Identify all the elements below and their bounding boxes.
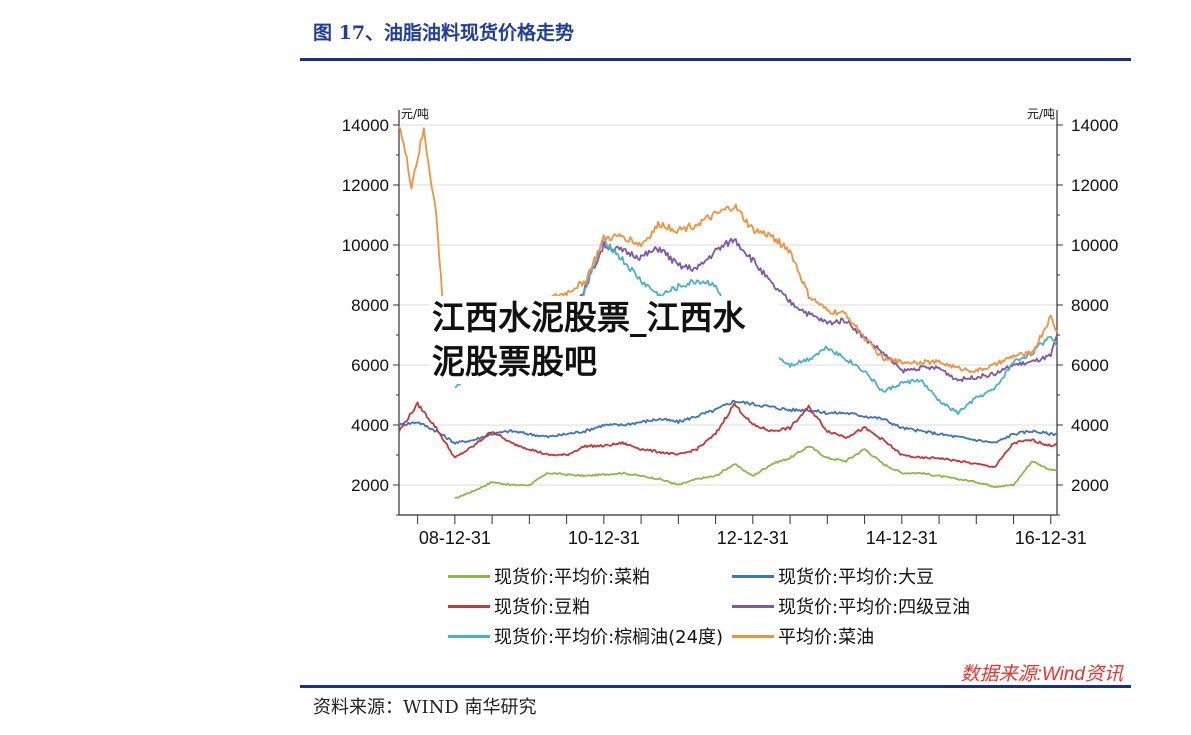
y-tick-label-right: 6000: [1071, 356, 1109, 375]
series-line-2: [398, 401, 1058, 469]
y-tick-label-right: 2000: [1071, 476, 1109, 495]
series-line-1: [398, 399, 1058, 445]
series-line-0: [454, 445, 1058, 499]
overlay-title: 江西水泥股票_江西水泥股票股吧: [430, 296, 779, 384]
y-tick-label-left: 14000: [342, 116, 389, 135]
y-tick-label-right: 12000: [1071, 176, 1118, 195]
y-unit-right: 元/吨: [1027, 107, 1055, 121]
legend-item: 现货价:豆粕: [448, 593, 590, 619]
legend-item: 现货价:平均价:四级豆油: [732, 593, 970, 619]
y-tick-label-left: 12000: [342, 176, 389, 195]
y-tick-label-left: 10000: [342, 236, 389, 255]
legend-label: 平均价:菜油: [778, 627, 875, 648]
legend-swatch: [732, 634, 774, 638]
x-tick-label: 08-12-31: [419, 528, 491, 548]
legend-item: 现货价:平均价:棕榈油(24度): [448, 623, 723, 649]
legend-label: 现货价:平均价:棕榈油(24度): [494, 627, 724, 648]
y-tick-label-left: 8000: [351, 296, 389, 315]
y-unit-left: 元/吨: [401, 107, 429, 121]
x-tick-label: 16-12-31: [1015, 528, 1087, 548]
y-tick-label-right: 10000: [1071, 236, 1118, 255]
x-tick-label: 10-12-31: [568, 528, 640, 548]
legend-item: 现货价:平均价:菜粕: [448, 563, 650, 589]
y-tick-label-right: 14000: [1071, 116, 1118, 135]
y-tick-label-right: 4000: [1071, 416, 1109, 435]
legend-swatch: [448, 604, 490, 608]
legend-swatch: [448, 574, 490, 578]
y-tick-label-left: 4000: [351, 416, 389, 435]
legend-swatch: [732, 604, 774, 608]
y-tick-label-left: 2000: [351, 476, 389, 495]
source-note: 资料来源：WIND 南华研究: [313, 697, 537, 718]
legend-label: 现货价:平均价:大豆: [778, 567, 935, 588]
figure-title: 图 17、油脂油料现货价格走势: [313, 22, 575, 44]
footer-rule: [300, 685, 1131, 688]
legend-label: 现货价:平均价:菜粕: [494, 567, 651, 588]
legend-label: 现货价:平均价:四级豆油: [778, 597, 971, 618]
wind-watermark: 数据来源:Wind资讯: [960, 664, 1123, 685]
legend-item: 平均价:菜油: [732, 623, 874, 649]
legend-swatch: [732, 574, 774, 578]
y-tick-label-left: 6000: [351, 356, 389, 375]
x-tick-label: 12-12-31: [717, 528, 789, 548]
x-tick-label: 14-12-31: [866, 528, 938, 548]
legend-item: 现货价:平均价:大豆: [732, 563, 934, 589]
y-tick-label-right: 8000: [1071, 296, 1109, 315]
header-rule: [300, 58, 1131, 61]
legend-swatch: [448, 634, 490, 638]
legend-label: 现货价:豆粕: [494, 597, 591, 618]
